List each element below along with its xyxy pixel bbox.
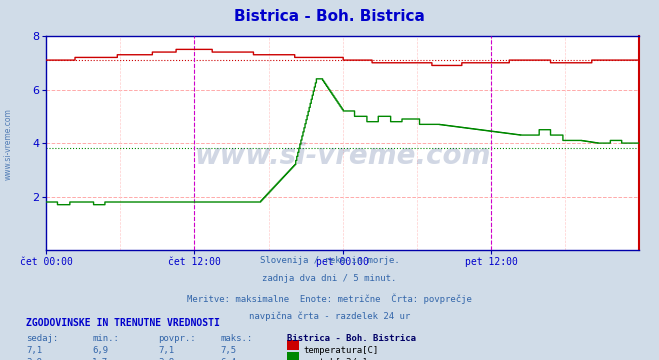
Text: 1,7: 1,7: [92, 358, 108, 360]
Text: 3,9: 3,9: [26, 358, 42, 360]
Text: Meritve: maksimalne  Enote: metrične  Črta: povprečje: Meritve: maksimalne Enote: metrične Črta…: [187, 293, 472, 303]
Text: 7,1: 7,1: [26, 346, 42, 355]
Text: 3,8: 3,8: [158, 358, 174, 360]
Text: ZGODOVINSKE IN TRENUTNE VREDNOSTI: ZGODOVINSKE IN TRENUTNE VREDNOSTI: [26, 318, 220, 328]
Text: navpična črta - razdelek 24 ur: navpična črta - razdelek 24 ur: [249, 312, 410, 321]
Text: Bistrica - Boh. Bistrica: Bistrica - Boh. Bistrica: [287, 334, 416, 343]
Text: Bistrica - Boh. Bistrica: Bistrica - Boh. Bistrica: [234, 9, 425, 24]
Text: min.:: min.:: [92, 334, 119, 343]
Text: 6,9: 6,9: [92, 346, 108, 355]
Text: temperatura[C]: temperatura[C]: [303, 346, 378, 355]
Text: pretok[m3/s]: pretok[m3/s]: [303, 358, 368, 360]
Text: 7,5: 7,5: [221, 346, 237, 355]
Text: sedaj:: sedaj:: [26, 334, 59, 343]
Text: www.si-vreme.com: www.si-vreme.com: [194, 142, 491, 170]
Text: 6,4: 6,4: [221, 358, 237, 360]
Text: povpr.:: povpr.:: [158, 334, 196, 343]
Text: Slovenija / reke in morje.: Slovenija / reke in morje.: [260, 256, 399, 265]
Text: maks.:: maks.:: [221, 334, 253, 343]
Text: zadnja dva dni / 5 minut.: zadnja dva dni / 5 minut.: [262, 274, 397, 283]
Text: www.si-vreme.com: www.si-vreme.com: [3, 108, 13, 180]
Text: 7,1: 7,1: [158, 346, 174, 355]
